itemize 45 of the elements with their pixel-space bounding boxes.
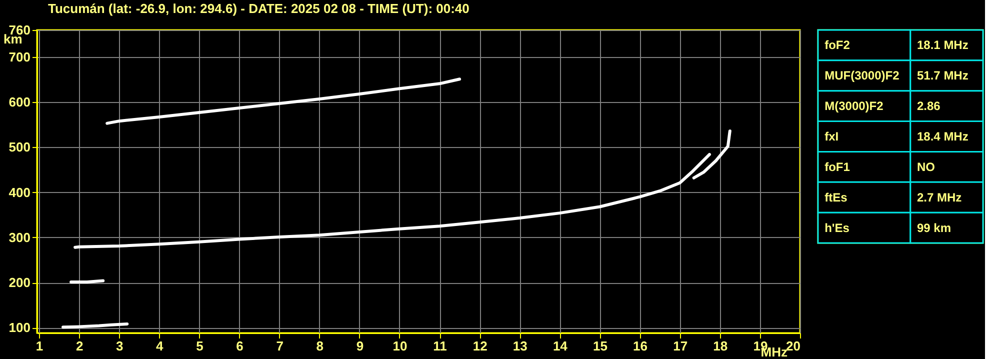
x-tick-label: 4 xyxy=(156,338,164,354)
y-tick-label: 500 xyxy=(8,140,30,155)
x-tick-label: 14 xyxy=(552,338,568,354)
y-tick-label: 400 xyxy=(8,184,30,200)
text: M(3000)F2 xyxy=(824,99,884,114)
x-tick-label: 16 xyxy=(633,338,648,354)
text: 2.86 xyxy=(917,99,941,114)
x-tick-label: 12 xyxy=(472,338,488,354)
y-tick-label: 200 xyxy=(8,275,30,290)
y-tick-label: 700 xyxy=(8,50,30,65)
text: 2.7 MHz xyxy=(917,190,962,204)
x-tick-label: 2 xyxy=(76,338,84,354)
x-tick-label: 9 xyxy=(356,338,364,354)
text: 51.7 MHz xyxy=(917,68,968,83)
text: fxI xyxy=(824,130,839,144)
x-tick-label: 6 xyxy=(236,338,244,354)
x-tick-label: 15 xyxy=(593,338,608,354)
x-tick-label: 11 xyxy=(433,338,447,354)
y-tick-label: 100 xyxy=(8,320,30,336)
text: MUF(3000)F2 xyxy=(824,68,900,83)
x-tick-label: 1 xyxy=(36,338,44,354)
line-series xyxy=(106,78,462,125)
y-tick-label: 760 xyxy=(8,22,30,38)
text: 18.4 MHz xyxy=(917,130,968,144)
text: 18.1 MHz xyxy=(917,38,968,52)
chart-title: Tucumán (lat: -26.9, lon: 294.6) - DATE: 2025 02 08 - TIME (UT): 00:40 xyxy=(48,1,470,16)
x-tick-label: 10 xyxy=(392,338,408,354)
x-tick-label: 5 xyxy=(196,338,204,354)
text: foF2 xyxy=(824,38,850,52)
text: 99 km xyxy=(917,220,952,235)
text: h'Es xyxy=(824,220,850,235)
x-tick-label: 7 xyxy=(276,338,284,354)
x-tick-label: 20 xyxy=(786,338,800,354)
x-tick-label: 13 xyxy=(512,338,528,354)
y-tick-label: 300 xyxy=(8,230,30,245)
x-tick-label: 8 xyxy=(316,338,324,354)
y-tick-label: 600 xyxy=(8,94,30,110)
text: ftEs xyxy=(824,190,848,204)
x-tick-label: 3 xyxy=(116,338,124,354)
line-series xyxy=(692,130,732,180)
text: foF1 xyxy=(824,160,850,174)
text: NO xyxy=(917,160,935,174)
x-tick-label: 17 xyxy=(673,338,688,354)
x-tick-label: 18 xyxy=(713,338,728,354)
line-series xyxy=(74,152,711,249)
